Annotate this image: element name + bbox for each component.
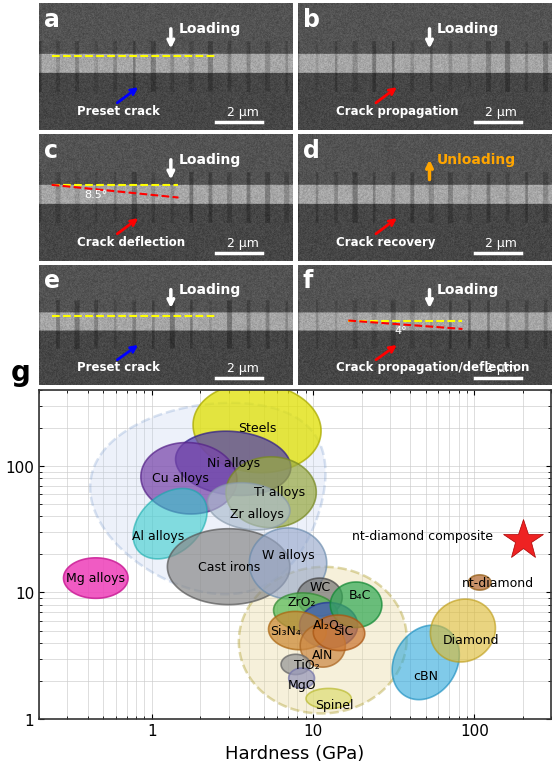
Text: nt-diamond composite: nt-diamond composite	[351, 530, 492, 543]
Polygon shape	[193, 384, 321, 473]
Text: Preset crack: Preset crack	[77, 105, 160, 118]
Text: Crack propagation: Crack propagation	[335, 105, 458, 118]
Polygon shape	[273, 593, 337, 631]
Polygon shape	[133, 488, 207, 559]
Text: 2 μm: 2 μm	[226, 106, 258, 119]
Polygon shape	[391, 625, 459, 700]
Text: Loading: Loading	[178, 153, 240, 167]
Text: 2 μm: 2 μm	[226, 237, 258, 250]
Text: 4°: 4°	[394, 326, 406, 336]
Polygon shape	[141, 443, 236, 514]
Polygon shape	[299, 603, 357, 648]
Text: Cast irons: Cast irons	[197, 561, 260, 574]
Polygon shape	[90, 403, 325, 594]
Text: Ni alloys: Ni alloys	[206, 457, 259, 470]
Text: 2 μm: 2 μm	[226, 362, 258, 375]
Text: Al alloys: Al alloys	[132, 530, 184, 543]
Text: Loading: Loading	[178, 22, 240, 36]
Text: Crack recovery: Crack recovery	[335, 235, 435, 248]
Polygon shape	[300, 624, 345, 667]
Polygon shape	[226, 457, 316, 528]
Text: b: b	[302, 8, 319, 32]
Text: d: d	[302, 138, 319, 162]
Polygon shape	[175, 431, 290, 496]
Polygon shape	[306, 688, 351, 709]
Text: g: g	[11, 359, 31, 387]
Polygon shape	[249, 528, 326, 599]
Text: Si₃N₄: Si₃N₄	[270, 624, 301, 638]
Text: SiC: SiC	[333, 624, 353, 638]
Text: Spinel: Spinel	[314, 698, 353, 711]
Text: Al₂O₃: Al₂O₃	[312, 619, 344, 632]
Text: WC: WC	[309, 581, 330, 594]
Polygon shape	[430, 599, 495, 662]
Text: Crack propagation/deflection: Crack propagation/deflection	[335, 361, 528, 374]
Text: TiO₂: TiO₂	[294, 658, 320, 671]
Polygon shape	[268, 611, 326, 650]
Text: cBN: cBN	[413, 669, 438, 682]
Text: Preset crack: Preset crack	[77, 361, 160, 374]
Text: e: e	[44, 269, 60, 293]
Text: ZrO₂: ZrO₂	[287, 595, 315, 608]
Text: Mg alloys: Mg alloys	[66, 571, 125, 584]
Text: Crack deflection: Crack deflection	[77, 235, 185, 248]
Polygon shape	[297, 578, 342, 616]
Text: Zr alloys: Zr alloys	[230, 508, 284, 521]
Text: Loading: Loading	[178, 283, 240, 297]
Text: Cu alloys: Cu alloys	[151, 472, 208, 485]
Text: f: f	[302, 269, 312, 293]
Polygon shape	[207, 483, 290, 530]
Polygon shape	[63, 558, 128, 598]
Text: 8.5°: 8.5°	[85, 190, 108, 200]
Text: Loading: Loading	[436, 22, 499, 36]
Text: B₄C: B₄C	[348, 589, 370, 602]
Text: nt-diamond: nt-diamond	[461, 576, 533, 589]
Text: W alloys: W alloys	[261, 548, 314, 561]
Text: c: c	[44, 138, 58, 162]
X-axis label: Hardness (GPa): Hardness (GPa)	[225, 744, 364, 762]
Polygon shape	[281, 654, 310, 674]
Text: Diamond: Diamond	[442, 634, 498, 647]
Text: 2 μm: 2 μm	[485, 237, 517, 250]
Text: 2 μm: 2 μm	[485, 362, 517, 375]
Polygon shape	[313, 615, 364, 651]
Text: AlN: AlN	[312, 649, 333, 661]
Polygon shape	[239, 567, 406, 714]
Text: a: a	[44, 8, 60, 32]
Polygon shape	[167, 529, 290, 604]
Text: Loading: Loading	[436, 283, 499, 297]
Text: Unloading: Unloading	[436, 153, 515, 167]
Text: MgO: MgO	[287, 679, 315, 692]
Polygon shape	[289, 668, 314, 688]
Text: 2 μm: 2 μm	[485, 106, 517, 119]
Polygon shape	[468, 575, 490, 590]
Text: Steels: Steels	[237, 421, 276, 434]
Polygon shape	[330, 582, 381, 628]
Text: Ti alloys: Ti alloys	[254, 486, 305, 499]
